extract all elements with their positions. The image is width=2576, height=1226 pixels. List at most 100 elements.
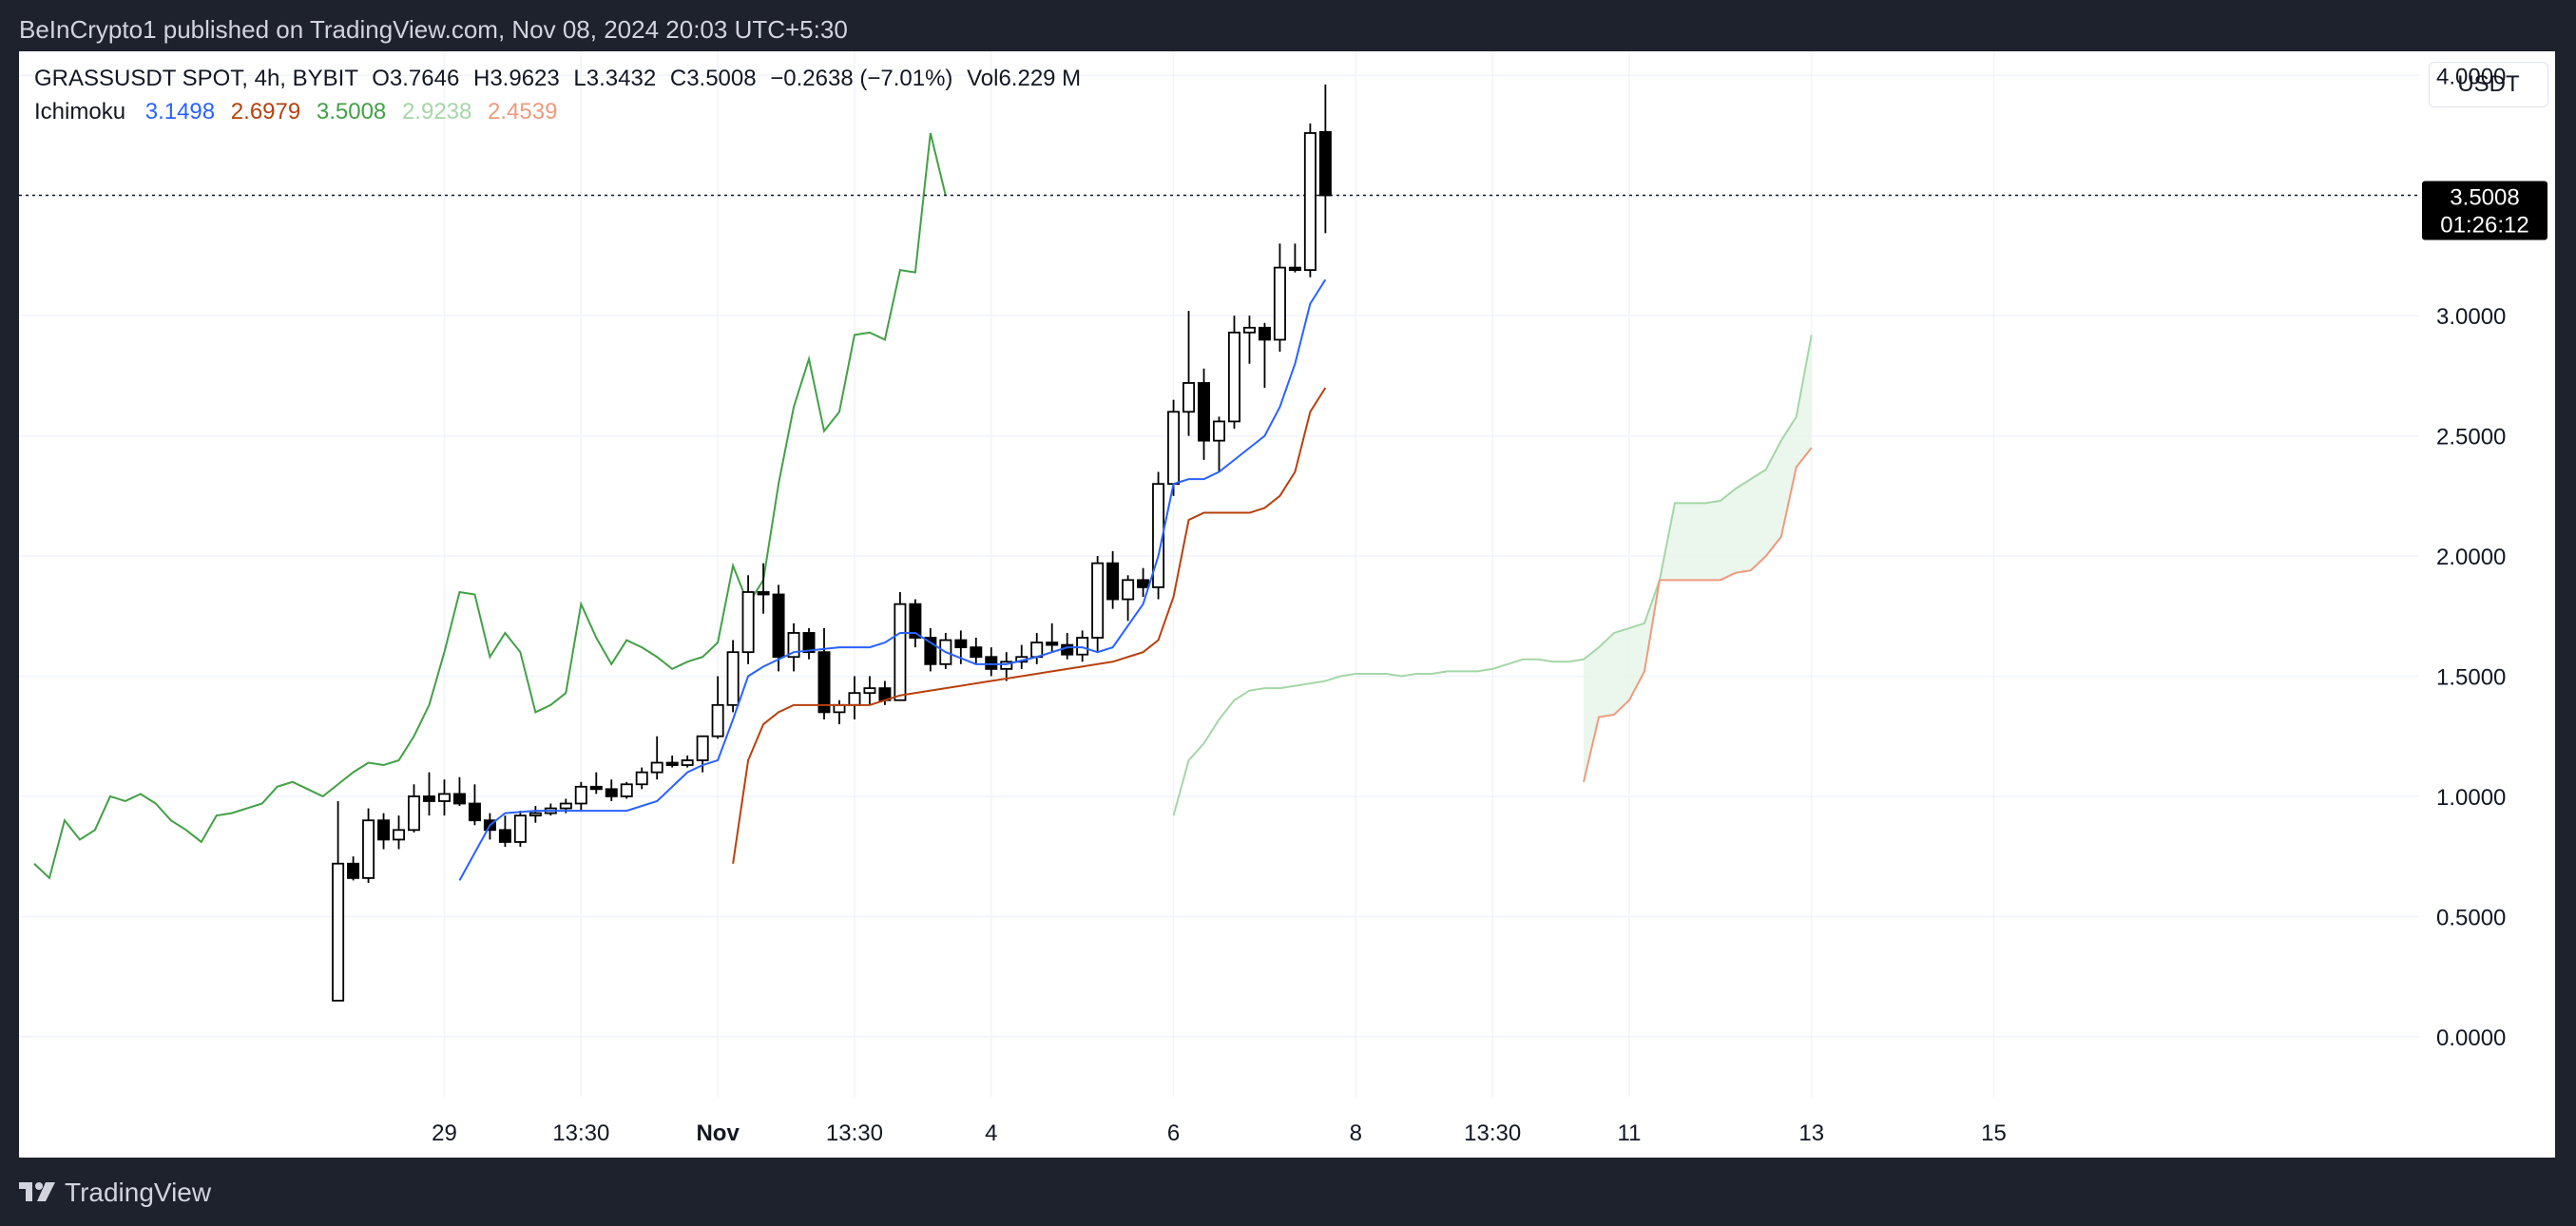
candle-body [954, 639, 968, 649]
candle-body [681, 759, 694, 766]
published-text: BeInCrypto1 published on TradingView.com… [19, 15, 848, 44]
candle-body [559, 802, 572, 810]
indicator-name: Ichimoku [34, 99, 126, 125]
candle-body [1273, 266, 1286, 341]
candle-body [513, 814, 527, 843]
candle [1213, 416, 1225, 472]
footer-bar: TradingView [0, 1158, 2576, 1226]
currency-button[interactable]: USDT [2429, 62, 2548, 107]
candle [939, 632, 952, 669]
candle [605, 779, 618, 801]
candle [1167, 399, 1181, 496]
symbol-legend: GRASSUSDT SPOT, 4h, BYBIT O3.7646 H3.962… [34, 66, 1081, 92]
tradingview-logo-icon [19, 1182, 55, 1201]
candle [833, 699, 846, 725]
candle-body [863, 687, 876, 695]
y-tick-label: 1.0000 [2436, 785, 2506, 811]
candle [1030, 632, 1044, 664]
candle-body [1198, 382, 1211, 442]
candle [970, 638, 983, 664]
conversion-line [458, 278, 1327, 881]
candle [1122, 575, 1135, 622]
candle-body [650, 761, 663, 774]
candle [452, 776, 466, 807]
conversion-line-value: 3.1498 [144, 99, 216, 125]
x-tick-label: 13 [1798, 1121, 1824, 1146]
candle-body [787, 632, 800, 659]
volume-value: 6.229 M [998, 66, 1082, 91]
indicator-legend: Ichimoku 3.1498 2.6979 3.5008 2.9238 2.4… [34, 99, 567, 125]
candle [347, 856, 360, 881]
candle [544, 803, 557, 816]
candle-body [1091, 562, 1105, 639]
candle-body [924, 637, 937, 665]
lagging-span-value: 3.5008 [316, 99, 387, 125]
x-tick-label: Nov [696, 1121, 740, 1146]
candle [377, 813, 391, 850]
x-tick-label: 6 [1167, 1121, 1180, 1146]
close-value: 3.5008 [686, 66, 757, 91]
candle [422, 772, 435, 816]
x-tick-label: 11 [1618, 1121, 1642, 1146]
change-value: −0.2638 (−7.01%) [770, 66, 953, 91]
candle [362, 808, 375, 883]
candle-body [802, 632, 816, 654]
base-line [732, 387, 1327, 864]
candle-body [620, 783, 633, 797]
candle-body [757, 591, 770, 596]
candle-body [422, 795, 435, 802]
candle-body [574, 785, 587, 805]
price-tag-value: 3.5008 [2450, 185, 2519, 211]
candle-body [1046, 642, 1059, 646]
candle [848, 676, 861, 719]
y-tick-label: 2.0000 [2436, 545, 2506, 570]
candle-body [332, 862, 345, 1002]
candle [574, 781, 587, 812]
open-value: 3.7646 [389, 66, 460, 91]
candle [726, 640, 740, 713]
candle [408, 784, 420, 833]
price-tag-countdown: 01:26:12 [2440, 213, 2528, 239]
candle [1000, 652, 1013, 681]
candle-body [1076, 637, 1089, 656]
candle-body [347, 862, 360, 879]
candle [1091, 556, 1105, 653]
candle-body [833, 703, 846, 714]
low-value: 3.3432 [586, 66, 657, 91]
candle [681, 755, 694, 768]
candle [393, 815, 406, 850]
candle [589, 772, 603, 795]
close-label: C [669, 66, 687, 91]
candle-body [605, 788, 618, 797]
candle-body [772, 593, 785, 659]
candle [1273, 243, 1286, 353]
candle-body [1122, 579, 1135, 601]
price-chart[interactable]: 4.00003.50003.00002.50002.00001.50001.00… [19, 51, 2555, 1158]
candle-body [393, 829, 406, 841]
candle-body [1242, 326, 1256, 334]
lagging-span-line [33, 132, 947, 880]
candle-body [1227, 331, 1240, 423]
candle [924, 627, 937, 672]
candle [909, 599, 922, 648]
x-tick-label: 13:30 [552, 1121, 609, 1146]
candle-body [1288, 266, 1301, 272]
publisher-bar: BeInCrypto1 published on TradingView.com… [0, 0, 2576, 51]
candle [1318, 84, 1332, 234]
candle [1227, 316, 1240, 430]
x-tick-label: 4 [985, 1121, 997, 1146]
ichimoku-cloud [1584, 335, 1812, 782]
candle [772, 584, 785, 672]
candle [513, 811, 527, 848]
candle [1182, 311, 1196, 436]
candle [468, 784, 481, 826]
candle [332, 800, 345, 1002]
y-tick-label: 3.0000 [2436, 304, 2506, 330]
leading-span-a-value: 2.9238 [401, 99, 472, 125]
leading-span-b-value: 2.4539 [488, 99, 558, 125]
candle-body [1106, 562, 1120, 601]
chart-panel[interactable]: 4.00003.50003.00002.50002.00001.50001.00… [19, 51, 2555, 1158]
x-tick-label: 13:30 [826, 1121, 883, 1146]
candle-body [1213, 420, 1225, 442]
candle-body [1303, 132, 1317, 272]
